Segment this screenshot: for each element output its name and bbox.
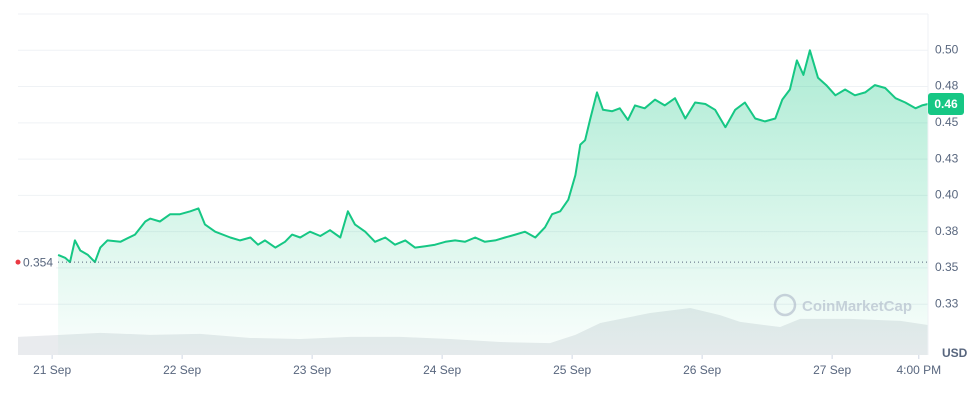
x-tick-label: 25 Sep	[553, 363, 591, 377]
watermark-logo	[773, 293, 797, 317]
price-area	[58, 50, 929, 356]
reference-marker	[15, 259, 21, 265]
price-line	[57, 49, 929, 264]
watermark-text: CoinMarketCap	[802, 298, 912, 315]
x-tick-label: 26 Sep	[683, 363, 721, 377]
y-tick-label: 0.33	[935, 296, 959, 310]
x-tick-label: 21 Sep	[33, 363, 71, 377]
current-price-label: 0.46	[934, 97, 958, 111]
y-tick-label: 0.43	[935, 151, 959, 165]
watermark: CoinMarketCap	[773, 293, 912, 317]
reference-label-bg	[18, 254, 56, 271]
x-tick-label: 23 Sep	[293, 363, 331, 377]
current-price-badge	[928, 92, 964, 115]
y-tick-label: 0.38	[935, 224, 959, 238]
y-tick-label: 0.35	[935, 260, 959, 274]
y-tick-label: 0.40	[935, 188, 959, 202]
x-tick-label: 22 Sep	[163, 363, 201, 377]
x-tick-label: 4:00 PM	[896, 363, 941, 377]
y-tick-label: 0.48	[935, 79, 959, 93]
x-tick-label: 24 Sep	[423, 363, 461, 377]
plot: 0.354	[15, 49, 929, 359]
reference-label: 0.354	[23, 255, 53, 269]
currency-label: USD	[942, 346, 968, 360]
y-tick-label: 0.45	[935, 115, 959, 129]
x-tick-label: 27 Sep	[813, 363, 851, 377]
y-tick-label: 0.50	[935, 42, 959, 56]
